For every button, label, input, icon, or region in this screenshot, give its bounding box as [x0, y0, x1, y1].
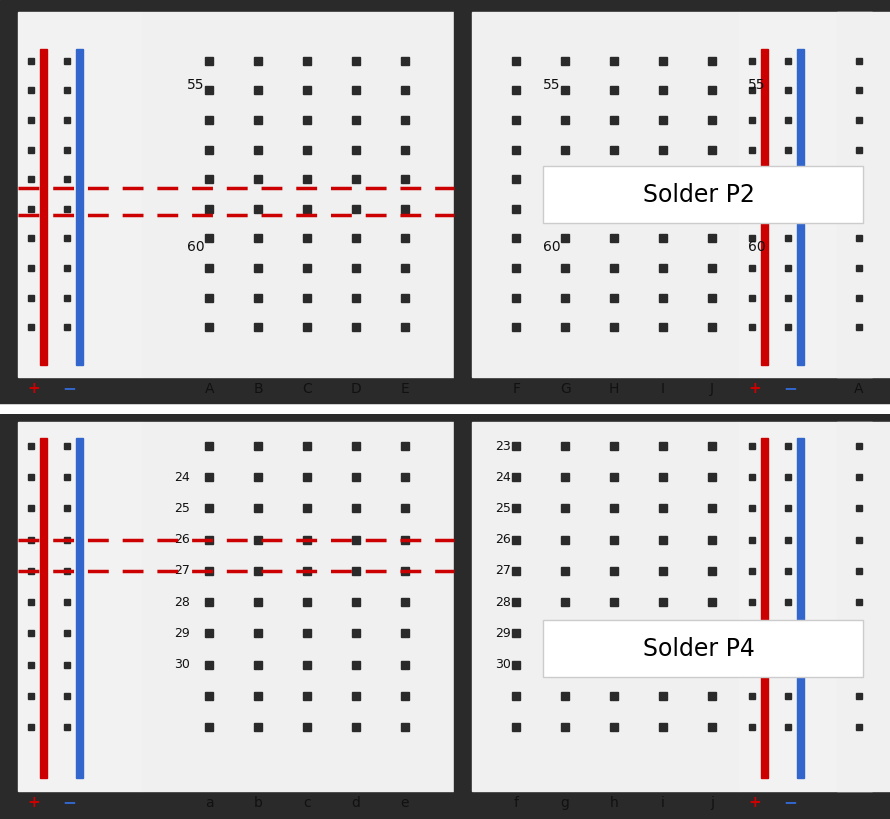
Text: +: +: [748, 381, 761, 396]
Text: 24: 24: [174, 471, 190, 484]
Bar: [454, 0, 472, 405]
Text: d: d: [352, 796, 360, 810]
Text: +: +: [28, 381, 40, 396]
Text: f: f: [514, 796, 519, 810]
Bar: [837, 12, 890, 377]
Text: J: J: [710, 382, 714, 396]
Text: g: g: [561, 796, 570, 810]
Bar: [837, 422, 890, 790]
Bar: [761, 48, 768, 365]
Text: 60: 60: [543, 240, 561, 255]
Text: 30: 30: [174, 658, 190, 671]
Bar: [40, 48, 47, 365]
Text: G: G: [560, 382, 570, 396]
Text: −: −: [783, 379, 797, 397]
Bar: [739, 422, 872, 790]
Text: b: b: [254, 796, 263, 810]
Text: H: H: [609, 382, 619, 396]
Text: 25: 25: [495, 502, 511, 515]
Text: F: F: [513, 382, 520, 396]
Text: 28: 28: [495, 595, 511, 609]
Text: 28: 28: [174, 595, 190, 609]
Text: 55: 55: [748, 78, 765, 93]
Text: D: D: [351, 382, 361, 396]
Bar: [472, 12, 739, 377]
Bar: [142, 422, 454, 790]
Text: 26: 26: [174, 533, 190, 546]
Text: −: −: [783, 793, 797, 811]
Bar: [454, 414, 472, 819]
Bar: [76, 438, 83, 778]
Text: 29: 29: [174, 627, 190, 640]
Text: 60: 60: [187, 240, 205, 255]
Bar: [40, 438, 47, 778]
Text: A: A: [854, 382, 863, 396]
Text: 27: 27: [495, 564, 511, 577]
Text: 30: 30: [495, 658, 511, 671]
Text: 23: 23: [495, 440, 511, 453]
Bar: [797, 48, 804, 365]
Text: a: a: [205, 796, 214, 810]
Text: c: c: [303, 796, 311, 810]
Bar: [739, 12, 872, 377]
FancyBboxPatch shape: [543, 620, 863, 677]
Text: 55: 55: [543, 78, 561, 93]
Text: 55: 55: [187, 78, 205, 93]
Text: −: −: [62, 379, 77, 397]
Bar: [76, 48, 83, 365]
Text: 60: 60: [748, 240, 765, 255]
Text: e: e: [400, 796, 409, 810]
Bar: [18, 422, 142, 790]
Text: E: E: [400, 382, 409, 396]
Text: I: I: [661, 382, 665, 396]
Bar: [142, 12, 454, 377]
Text: j: j: [710, 796, 714, 810]
Text: h: h: [610, 796, 619, 810]
FancyBboxPatch shape: [543, 166, 863, 223]
Text: B: B: [254, 382, 263, 396]
Text: i: i: [661, 796, 665, 810]
Text: 29: 29: [495, 627, 511, 640]
Bar: [797, 438, 804, 778]
Text: 26: 26: [495, 533, 511, 546]
Text: +: +: [748, 794, 761, 810]
Text: +: +: [28, 794, 40, 810]
Text: 27: 27: [174, 564, 190, 577]
Text: −: −: [62, 793, 77, 811]
Bar: [18, 12, 142, 377]
Text: A: A: [205, 382, 214, 396]
Bar: [472, 422, 739, 790]
Bar: [761, 438, 768, 778]
Text: 24: 24: [495, 471, 511, 484]
Text: Solder P2: Solder P2: [643, 183, 755, 206]
Text: C: C: [303, 382, 312, 396]
Text: 25: 25: [174, 502, 190, 515]
Text: Solder P4: Solder P4: [643, 636, 755, 661]
